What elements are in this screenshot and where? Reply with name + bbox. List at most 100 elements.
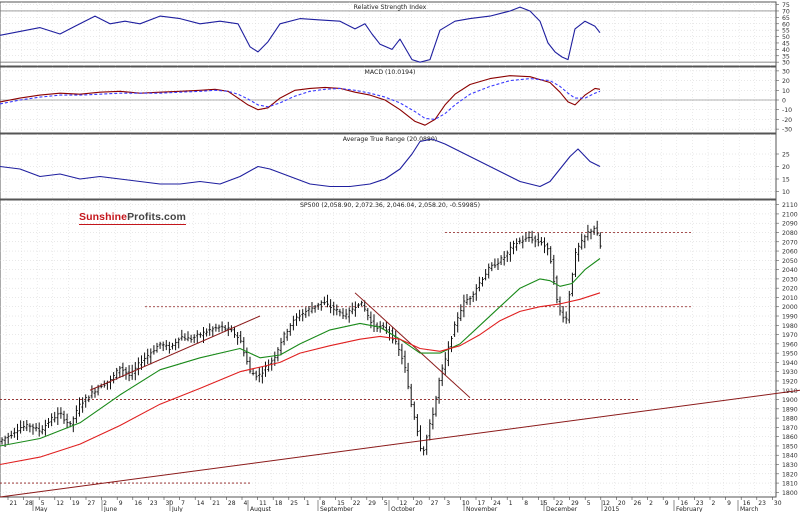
price-bar — [465, 294, 469, 305]
price-x-tick-label: 27 — [431, 500, 439, 507]
price-bar — [354, 301, 357, 317]
price-x-tick-label: 29 — [368, 500, 376, 507]
price-x-tick-label: 5 — [587, 500, 591, 507]
price-bar — [264, 361, 267, 377]
price-bar — [186, 331, 190, 342]
price-x-tick-label: 19 — [72, 500, 80, 507]
price-bar — [192, 334, 196, 344]
price-bar — [183, 333, 187, 341]
price-bar — [350, 302, 354, 315]
price-bar — [586, 224, 590, 241]
price-bar — [319, 300, 323, 311]
price-bar — [338, 308, 342, 317]
price-title: SP500 (2,058.90, 2,072.36, 2,046.04, 2,0… — [300, 202, 480, 209]
price-bar — [518, 237, 522, 245]
price-bar — [555, 275, 559, 304]
price-x-tick-label: 15 — [337, 500, 345, 507]
price-x-tick-label: 12 — [602, 500, 610, 507]
price-bar — [257, 366, 261, 383]
rsi-y-tick-label: 70 — [782, 8, 790, 15]
price-y-tick-label: 1850 — [782, 443, 798, 450]
price-bar — [440, 364, 444, 386]
price-month-label: September — [320, 506, 354, 512]
price-bar — [205, 328, 208, 337]
price-bar — [25, 419, 29, 432]
price-month-label: 2015 — [604, 506, 619, 512]
price-month-label: May — [35, 506, 48, 512]
price-bar — [512, 240, 515, 255]
price-bar — [282, 331, 286, 346]
price-bar — [524, 232, 528, 242]
price-bar — [251, 369, 255, 376]
price-x-tick-label: 5 — [384, 500, 388, 507]
price-bar — [406, 362, 410, 390]
price-bar — [19, 420, 22, 434]
brand-underline — [79, 224, 186, 225]
price-bar — [567, 290, 571, 324]
price-bar — [335, 304, 339, 316]
price-bar — [400, 343, 404, 365]
price-y-tick-label: 2040 — [782, 267, 798, 274]
price-bar — [47, 417, 50, 429]
atr-panel: 10 15 20 25 Average True Range (20.0880) — [0, 133, 790, 200]
price-bar — [409, 383, 413, 408]
price-y-tick-label: 1830 — [782, 462, 798, 469]
price-bar — [583, 234, 587, 249]
macd-y-tick-label: 10 — [782, 88, 790, 95]
price-x-tick-label: 23 — [150, 500, 158, 507]
price-bar — [561, 306, 565, 323]
atr-y-tick-label: 20 — [782, 164, 790, 171]
price-x-tick-label: 17 — [478, 500, 486, 507]
price-x-tick-label: 30 — [774, 500, 782, 507]
price-bar — [78, 397, 81, 417]
price-bar — [6, 432, 10, 444]
rsi-title: Relative Strength Index — [354, 4, 427, 11]
rsi-y-tick-label: 40 — [782, 47, 790, 54]
price-bar — [121, 362, 125, 378]
price-bar — [574, 248, 577, 278]
price-bar — [496, 258, 500, 271]
price-bar — [40, 425, 44, 435]
price-y-tick-label: 1810 — [782, 481, 798, 488]
price-bar — [56, 407, 60, 426]
price-bar — [211, 326, 215, 337]
macd-y-tick-label: -20 — [782, 117, 792, 124]
price-y-tick-label: 1990 — [782, 314, 798, 321]
price-bar — [143, 352, 146, 367]
price-bar — [217, 324, 221, 333]
atr-series-line — [0, 138, 601, 188]
price-bar — [552, 254, 556, 285]
price-y-tick-label: 2000 — [782, 304, 798, 311]
price-x-tick-label: 30 — [166, 500, 174, 507]
price-bar — [598, 232, 602, 249]
price-x-tick-label: 22 — [353, 500, 361, 507]
price-x-tick-label: 21 — [10, 500, 18, 507]
price-bar — [62, 410, 66, 424]
price-bar — [164, 340, 168, 351]
price-bar — [540, 236, 543, 246]
price-bar — [543, 237, 546, 254]
price-bar — [493, 258, 497, 269]
price-bar — [332, 301, 336, 316]
price-bar — [580, 233, 584, 250]
price-bar — [285, 328, 289, 341]
price-y-tick-label: 2020 — [782, 286, 798, 293]
price-bar — [226, 321, 230, 337]
price-x-tick-label: 29 — [571, 500, 579, 507]
price-x-tick-label: 9 — [665, 500, 669, 507]
rsi-y-tick-label: 50 — [782, 34, 790, 41]
price-bar — [0, 437, 4, 445]
price-bar — [223, 324, 227, 332]
price-x-tick-label: 16 — [743, 500, 751, 507]
macd-y-tick-label: -30 — [782, 127, 792, 134]
price-bar — [549, 246, 553, 264]
price-bar — [155, 342, 159, 353]
price-x-tick-label: 12 — [400, 500, 408, 507]
price-bar — [292, 315, 295, 331]
price-bar — [360, 300, 363, 307]
price-bar — [499, 255, 503, 266]
price-x-tick-label: 21 — [212, 500, 220, 507]
price-y-tick-label: 1970 — [782, 332, 798, 339]
